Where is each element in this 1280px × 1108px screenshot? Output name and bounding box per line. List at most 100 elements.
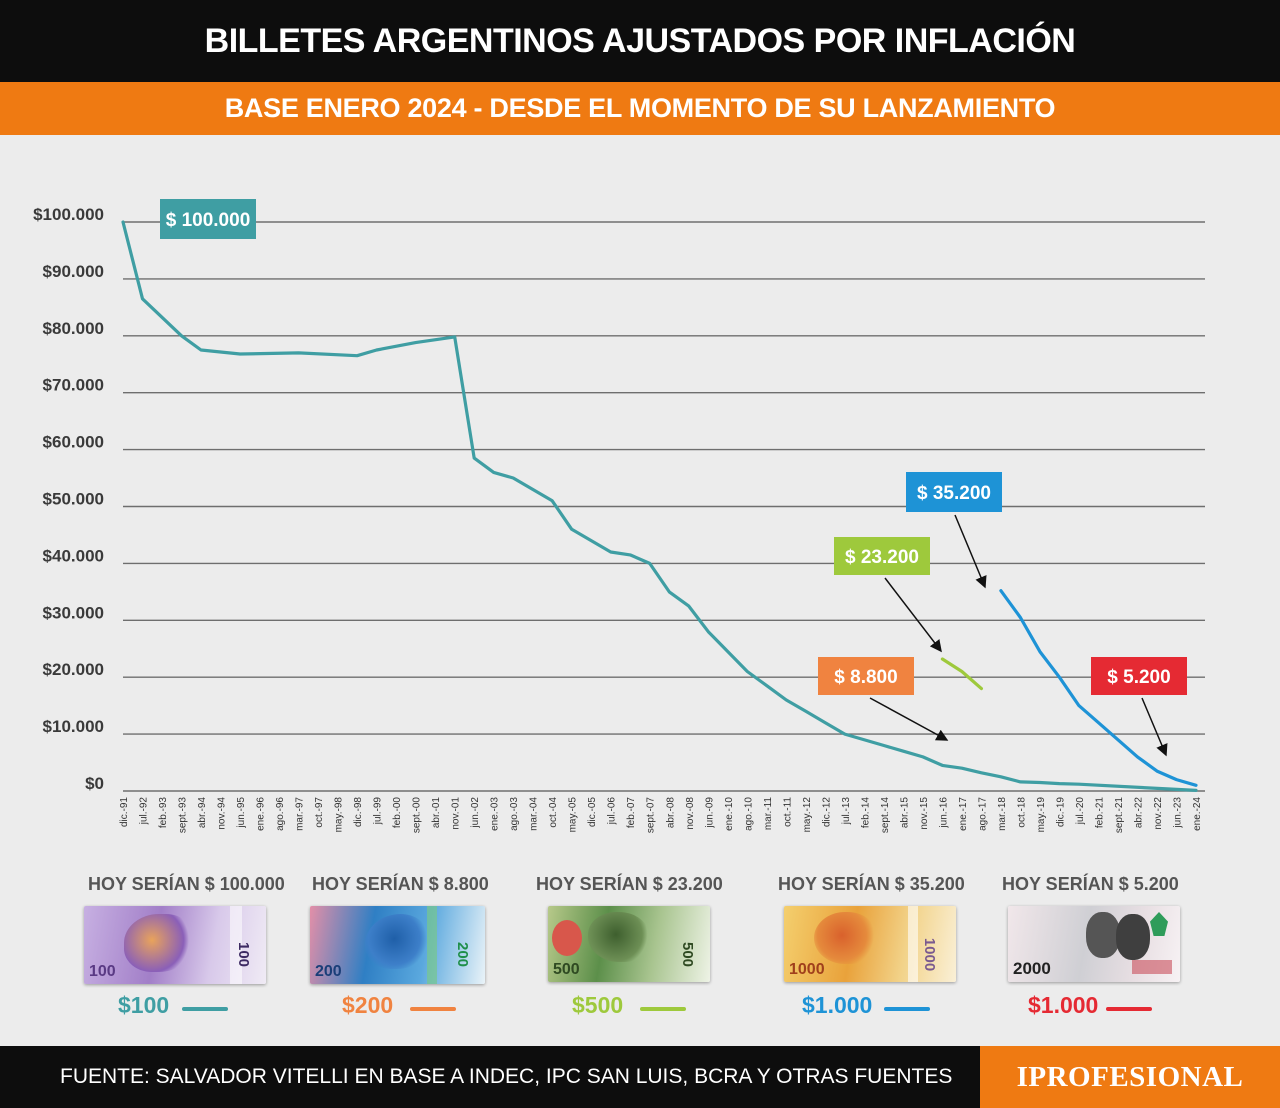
bill-denomination: 1000 [789, 961, 825, 978]
series-line [121, 220, 1198, 792]
x-tick-label: dic.-19 [1055, 797, 1066, 827]
bill-denomination-vertical: 1000 [920, 937, 938, 972]
callout-box [906, 472, 1002, 512]
y-tick-label: $70.000 [43, 376, 104, 395]
y-tick-label: $80.000 [43, 319, 104, 338]
x-tick-label: may.-19 [1036, 797, 1047, 833]
x-tick-label: ene.-10 [724, 797, 735, 831]
x-tick-label: ago.-17 [977, 797, 988, 831]
x-tick-label: jun.-95 [236, 797, 247, 829]
callout-arrow [954, 514, 987, 589]
banknote-2000-image: 2000 [1008, 906, 1180, 982]
series-line [999, 589, 1198, 787]
x-tick-label: may.-05 [568, 797, 579, 833]
bill-denomination: 100 [89, 963, 116, 980]
legend-item-1000-new: HOY SERÍAN $ 5.200 2000 $1.000 [1002, 874, 1222, 1018]
callout-label: $ 5.200 [1107, 667, 1170, 688]
x-tick-label: may.-12 [802, 797, 813, 833]
legend-item-100: HOY SERÍAN $ 100.000 100 100 $100 [84, 874, 308, 1018]
legend-caption: HOY SERÍAN $ 35.200 [778, 874, 965, 894]
x-tick-label: sept.-07 [646, 797, 657, 834]
x-tick-label: ago.-96 [275, 797, 286, 831]
x-tick-label: ene.-03 [490, 797, 501, 831]
bill-denomination-vertical: 100 [234, 941, 252, 968]
x-tick-label: sept.-00 [412, 797, 423, 834]
x-tick-label: nov.-22 [1153, 797, 1164, 830]
x-tick-label: mar.-11 [763, 797, 774, 831]
x-tick-label: feb.-21 [1094, 797, 1105, 829]
legend-value: $1.000 [1028, 992, 1099, 1018]
x-tick-label: feb.-00 [392, 797, 403, 829]
bill-denomination: 2000 [1013, 959, 1051, 978]
legend-item-200: HOY SERÍAN $ 8.800 200 200 $200 [310, 874, 532, 1018]
y-tick-label: $90.000 [43, 262, 104, 281]
y-tick-label: $0 [85, 774, 104, 793]
x-tick-label: oct.-18 [1016, 797, 1027, 828]
value-callout: $ 8.800 [818, 657, 949, 741]
bill-denomination: 200 [315, 963, 342, 980]
x-tick-label: oct.-11 [782, 797, 793, 827]
banknote-500-image: 500 500 [548, 906, 710, 982]
y-tick-label: $60.000 [43, 433, 104, 452]
x-tick-label: ene.-96 [256, 797, 267, 831]
value-callout: $ 100.000 [160, 199, 256, 239]
callout-label: $ 23.200 [845, 547, 919, 568]
x-tick-label: dic.-91 [119, 797, 130, 827]
x-tick-label: nov.-94 [217, 797, 228, 830]
x-tick-label: ene.-24 [1192, 797, 1203, 831]
x-tick-label: feb.-14 [860, 797, 871, 829]
callout-label: $ 8.800 [834, 667, 897, 688]
legend-line-swatch [640, 1007, 686, 1011]
x-tick-label: may.-98 [334, 797, 345, 833]
y-axis: $0 $10.000 $20.000 $30.000 $40.000 $50.000 $60… [33, 205, 104, 793]
x-tick-label: oct.-97 [314, 797, 325, 828]
bill-denomination-vertical: 500 [678, 941, 696, 968]
legend-line-swatch [884, 1007, 930, 1011]
brand-logo: IPROFESIONAL [980, 1046, 1280, 1108]
x-tick-label: dic.-05 [587, 797, 598, 827]
x-tick-label: mar.-04 [529, 797, 540, 831]
chart-title: BILLETES ARGENTINOS AJUSTADOS POR INFLAC… [0, 0, 1280, 82]
y-tick-label: $20.000 [43, 660, 104, 679]
callout-label: $ 35.200 [917, 483, 991, 504]
value-callout: $ 23.200 [834, 537, 942, 653]
x-tick-label: oct.-04 [548, 797, 559, 828]
x-tick-label: sept.-93 [178, 797, 189, 834]
x-tick-label: feb.-07 [626, 797, 637, 829]
legend-value: $500 [572, 992, 624, 1018]
x-tick-label: jun.-23 [1172, 797, 1183, 829]
x-tick-label: sept.-21 [1114, 797, 1125, 834]
series-line [940, 657, 983, 691]
legend-value: $1.000 [802, 992, 873, 1018]
y-tick-label: $30.000 [43, 603, 104, 622]
x-tick-label: sept.-14 [880, 797, 891, 834]
source-note: FUENTE: SALVADOR VITELLI EN BASE A INDEC… [0, 1046, 980, 1108]
x-tick-label: abr.-15 [899, 797, 910, 829]
callout-arrow [1141, 697, 1168, 757]
x-tick-label: abr.-08 [665, 797, 676, 829]
bill-denomination: 500 [553, 961, 580, 978]
x-tick-label: dic.-98 [353, 797, 364, 827]
callout-box [1091, 657, 1187, 695]
legend-line-swatch [182, 1007, 228, 1011]
banknote-1000-image: 1000 1000 [784, 906, 956, 982]
annotations: $ 100.000 $ 35.200 $ 23.200 $ 8.800 $ 5.200 [160, 199, 1187, 757]
callout-box [834, 537, 930, 575]
callout-arrow [869, 697, 949, 741]
legend-caption: HOY SERÍAN $ 23.200 [536, 874, 723, 894]
x-tick-label: abr.-22 [1133, 797, 1144, 829]
legend-caption: HOY SERÍAN $ 100.000 [88, 874, 285, 894]
x-tick-label: jun.-09 [704, 797, 715, 829]
callout-arrow [884, 577, 942, 653]
x-tick-label: nov.-08 [685, 797, 696, 830]
banknote-200-image: 200 200 [310, 906, 485, 984]
y-tick-label: $40.000 [43, 546, 104, 565]
value-callout: $ 5.200 [1091, 657, 1187, 757]
x-tick-label: abr.-01 [431, 797, 442, 829]
legend-value: $100 [118, 992, 170, 1018]
x-tick-label: feb.-93 [158, 797, 169, 829]
x-tick-label: nov.-15 [919, 797, 930, 830]
x-tick-label: jul.-20 [1075, 797, 1086, 826]
legend-item-500: HOY SERÍAN $ 23.200 500 500 $500 [536, 874, 756, 1018]
x-tick-label: jun.-16 [938, 797, 949, 829]
